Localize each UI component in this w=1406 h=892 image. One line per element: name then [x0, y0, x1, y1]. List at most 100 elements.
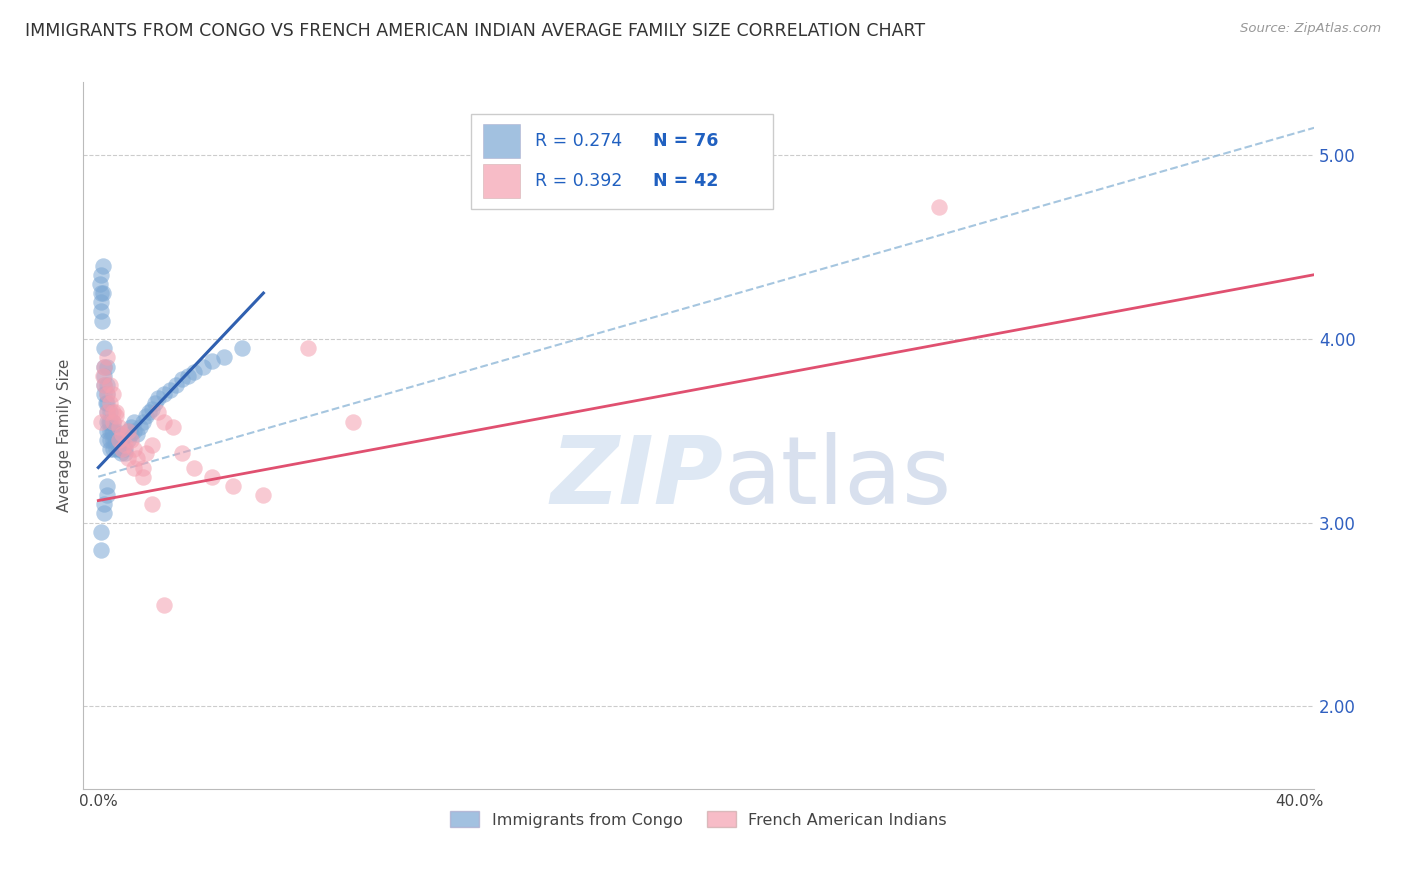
Text: Source: ZipAtlas.com: Source: ZipAtlas.com	[1240, 22, 1381, 36]
Point	[111, 427, 134, 442]
Point	[96, 479, 118, 493]
Point	[96, 351, 118, 365]
Point	[111, 442, 134, 457]
Y-axis label: Average Family Size: Average Family Size	[58, 359, 72, 512]
Point	[201, 469, 224, 483]
FancyBboxPatch shape	[471, 113, 772, 209]
Point	[120, 420, 142, 434]
Point	[98, 405, 121, 419]
Point	[93, 341, 115, 355]
Point	[93, 359, 115, 374]
Point	[98, 424, 121, 438]
Point	[107, 438, 129, 452]
Point	[117, 424, 139, 438]
Point	[93, 377, 115, 392]
Point	[105, 433, 128, 447]
Point	[222, 479, 245, 493]
Point	[96, 387, 118, 401]
Point	[141, 438, 163, 452]
Point	[96, 387, 118, 401]
Point	[96, 433, 118, 447]
Point	[148, 391, 170, 405]
Point	[138, 405, 160, 419]
Text: atlas: atlas	[723, 432, 952, 524]
Point	[127, 451, 149, 466]
Point	[153, 415, 176, 429]
Point	[91, 286, 114, 301]
Point	[93, 377, 115, 392]
Point	[101, 424, 124, 438]
Point	[103, 405, 125, 419]
Point	[183, 460, 205, 475]
Point	[97, 415, 120, 429]
Text: ZIP: ZIP	[550, 432, 723, 524]
Point	[117, 433, 139, 447]
Point	[105, 442, 128, 457]
Point	[90, 313, 112, 327]
Point	[103, 442, 125, 457]
Point	[135, 446, 157, 460]
Point	[928, 200, 950, 214]
Point	[108, 442, 131, 457]
Point	[93, 359, 115, 374]
Point	[141, 497, 163, 511]
Point	[90, 304, 112, 318]
Point	[110, 446, 132, 460]
Point	[96, 405, 118, 419]
Point	[183, 365, 205, 379]
Point	[124, 460, 146, 475]
Point	[91, 259, 114, 273]
Point	[132, 460, 155, 475]
Point	[91, 368, 114, 383]
Point	[103, 387, 125, 401]
Point	[132, 415, 155, 429]
Point	[120, 433, 142, 447]
Point	[114, 446, 136, 460]
Point	[94, 396, 117, 410]
Point	[143, 396, 166, 410]
Point	[105, 424, 128, 438]
Text: N = 42: N = 42	[654, 172, 718, 190]
Text: N = 76: N = 76	[654, 132, 718, 150]
Point	[342, 415, 364, 429]
Point	[98, 396, 121, 410]
Point	[159, 384, 181, 398]
Point	[93, 387, 115, 401]
Point	[135, 409, 157, 423]
Point	[98, 377, 121, 392]
Point	[153, 599, 176, 613]
Point	[177, 368, 200, 383]
Text: R = 0.274: R = 0.274	[536, 132, 621, 150]
Point	[90, 295, 112, 310]
Point	[105, 409, 128, 423]
Point	[153, 387, 176, 401]
Point	[93, 497, 115, 511]
Point	[93, 368, 115, 383]
Point	[103, 433, 125, 447]
Point	[124, 415, 146, 429]
Point	[96, 396, 118, 410]
Point	[96, 424, 118, 438]
Point	[165, 377, 187, 392]
Point	[162, 420, 184, 434]
Point	[252, 488, 274, 502]
Point	[114, 438, 136, 452]
Point	[96, 377, 118, 392]
Point	[96, 488, 118, 502]
Point	[90, 524, 112, 539]
Point	[108, 433, 131, 447]
Point	[108, 427, 131, 442]
Point	[96, 415, 118, 429]
Point	[141, 401, 163, 416]
Point	[148, 405, 170, 419]
Point	[124, 442, 146, 457]
Point	[90, 543, 112, 558]
Point	[89, 277, 111, 291]
Point	[201, 354, 224, 368]
Point	[111, 438, 134, 452]
Point	[98, 442, 121, 457]
FancyBboxPatch shape	[484, 124, 520, 158]
Point	[96, 359, 118, 374]
Point	[231, 341, 253, 355]
Point	[96, 405, 118, 419]
